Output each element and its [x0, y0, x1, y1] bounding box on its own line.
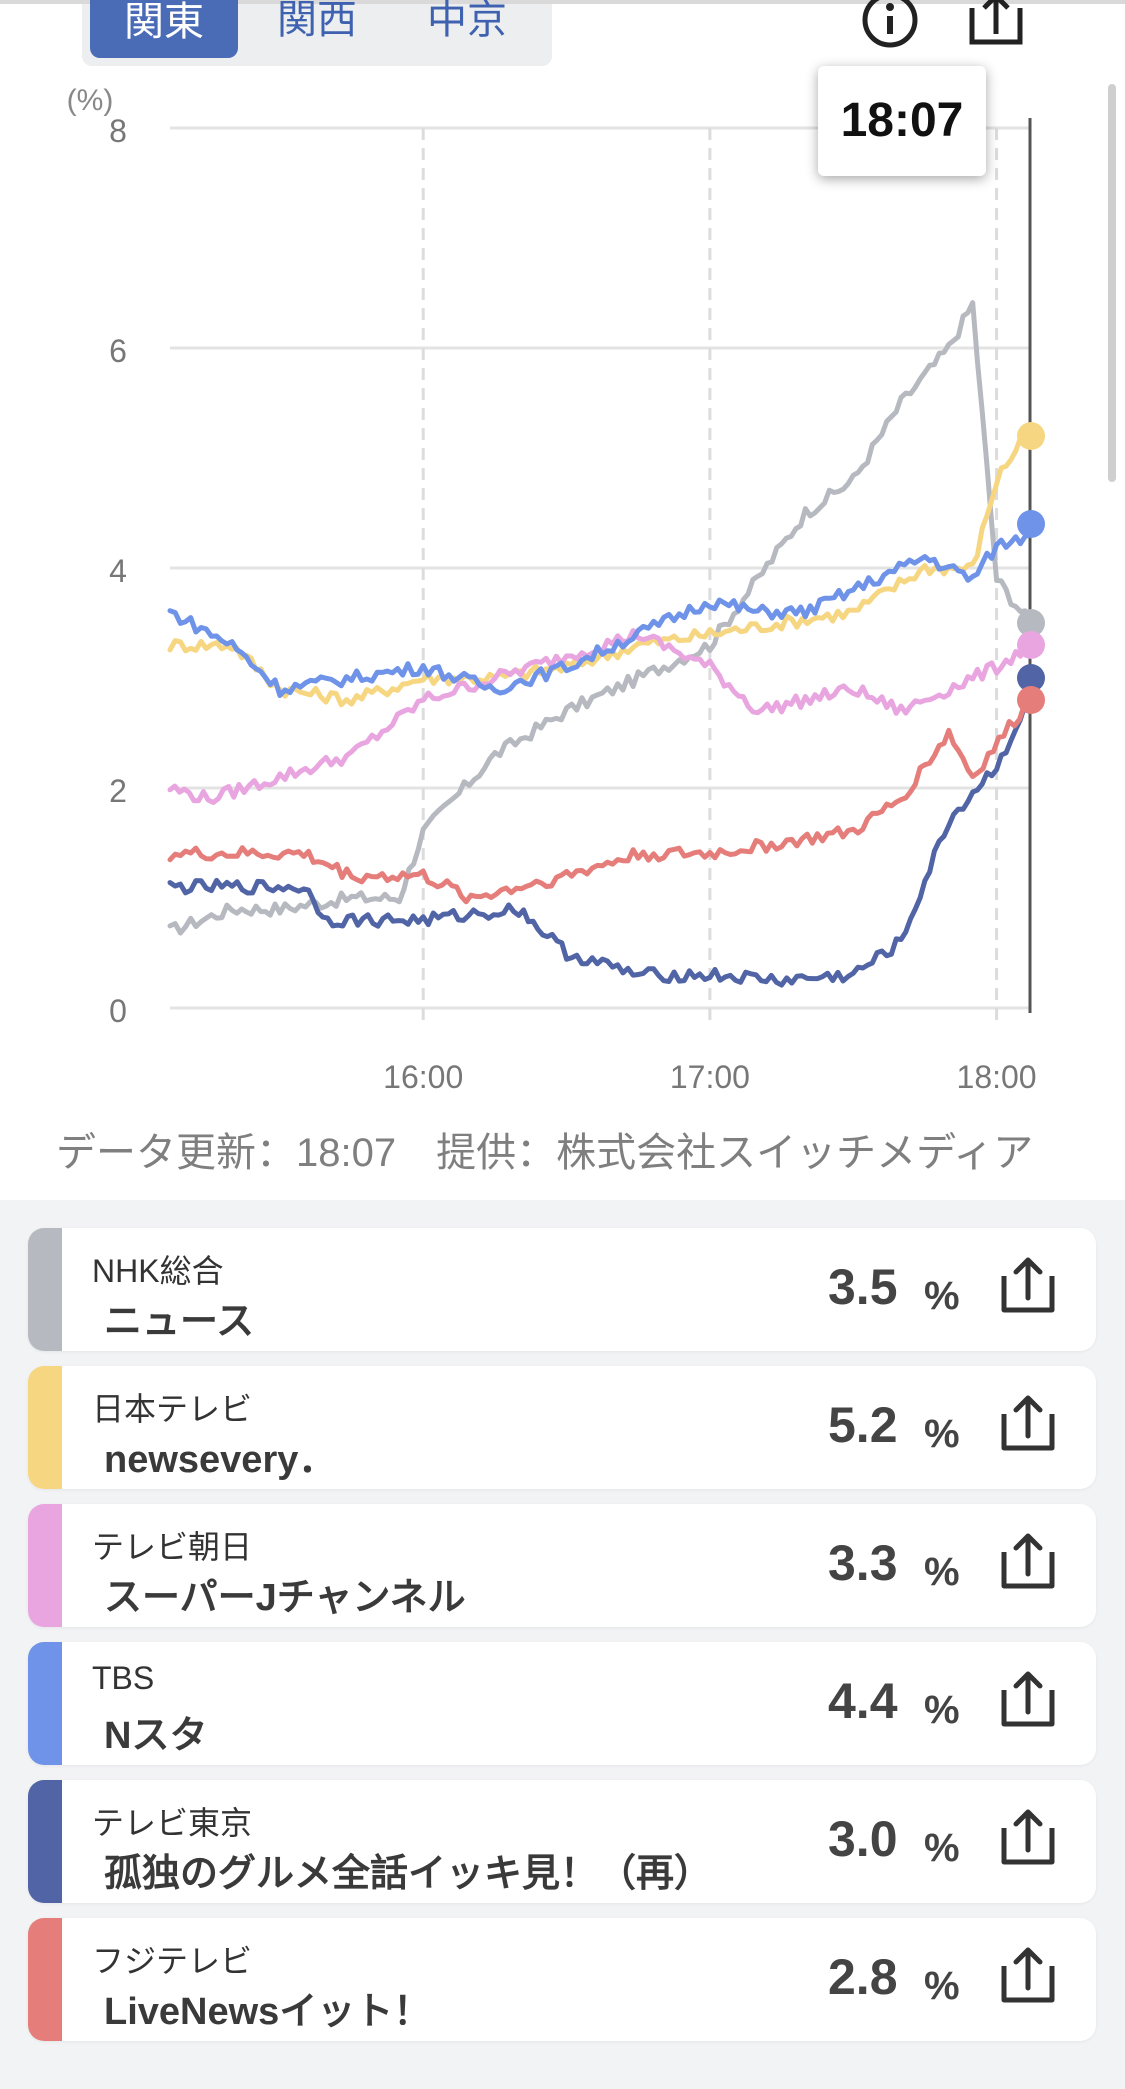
program-title: ニュース	[104, 1301, 255, 1343]
share-icon[interactable]	[996, 1806, 1060, 1870]
series-line-4	[167, 697, 1033, 988]
series-end-marker-3	[1017, 510, 1045, 538]
y-tick-label: 2	[109, 773, 127, 809]
series-line-0	[167, 300, 1033, 936]
series-line-5	[167, 697, 1033, 905]
channel-name: 日本テレビ	[92, 1391, 253, 1427]
rating-card[interactable]: フジテレビ LiveNewsイット！ 2.8%	[28, 1918, 1096, 2041]
top-divider	[0, 0, 1125, 4]
series-end-marker-2	[1017, 631, 1045, 659]
ratings-panel: NHK総合 ニュース 3.5% 日本テレビ newsevery． 5.2% テレビ朝日 スーパ…	[0, 1200, 1125, 2089]
tab-kanto[interactable]: 関東	[90, 0, 238, 58]
series-end-marker-0	[1017, 609, 1045, 637]
channel-color-bar	[28, 1228, 62, 1351]
rating-card[interactable]: 日本テレビ newsevery． 5.2%	[28, 1366, 1096, 1489]
rating-unit: %	[924, 1274, 960, 1318]
program-title: LiveNewsイット！	[104, 1991, 432, 2033]
channel-color-bar	[28, 1366, 62, 1489]
rating-card[interactable]: TBS Nスタ 4.4%	[28, 1642, 1096, 1765]
y-tick-label: 6	[109, 333, 127, 369]
channel-name: テレビ朝日	[92, 1529, 253, 1565]
rating-value: 2.8	[828, 1949, 898, 2005]
rating-card[interactable]: テレビ朝日スーパーJチャンネル 3.3%	[28, 1504, 1096, 1627]
rating-card[interactable]: NHK総合ニュース 3.5%	[28, 1228, 1096, 1351]
rating-value: 4.4	[828, 1673, 898, 1729]
rating-value: 3.3	[828, 1535, 898, 1591]
info-icon[interactable]	[858, 0, 922, 48]
source-line: データ更新：18:07 提供：株式会社スイッチメディア	[56, 1131, 1034, 1175]
share-icon[interactable]	[996, 1668, 1060, 1732]
rating-chart: 0 2 4 6 8(%) 16:00 17:00 18:00	[67, 84, 1045, 1095]
series-line-3	[167, 532, 1033, 698]
tab-kansai[interactable]: 関西	[277, 0, 357, 43]
channel-color-bar	[28, 1780, 62, 1903]
y-tick-label: 4	[109, 553, 127, 589]
channel-name: NHK総合	[92, 1253, 224, 1289]
y-axis-label: (%)	[67, 84, 114, 117]
series-end-marker-4	[1017, 664, 1045, 692]
rating-unit: %	[924, 1412, 960, 1456]
scrollbar[interactable]	[1108, 84, 1116, 482]
x-tick-label: 16:00	[383, 1059, 463, 1095]
channel-color-bar	[28, 1642, 62, 1765]
series-line-2	[167, 628, 1033, 805]
program-title: Nスタ	[104, 1715, 208, 1757]
channel-color-bar	[28, 1918, 62, 2041]
y-tick-label: 8	[109, 113, 127, 149]
series-end-marker-5	[1017, 686, 1045, 714]
rating-unit: %	[924, 1964, 960, 2008]
rating-value: 3.5	[828, 1259, 898, 1315]
series-end-marker-1	[1017, 422, 1045, 450]
y-tick-label: 0	[109, 993, 127, 1029]
rating-unit: %	[924, 1826, 960, 1870]
rating-card[interactable]: テレビ東京孤独のグルメ全話イッキ見！（再） 3.0%	[28, 1780, 1096, 1903]
x-tick-label: 17:00	[670, 1059, 750, 1095]
share-icon[interactable]	[996, 1392, 1060, 1456]
tab-chukyo[interactable]: 中京	[427, 0, 507, 43]
program-title: newsevery．	[104, 1439, 337, 1481]
rating-unit: %	[924, 1688, 960, 1732]
rating-value: 5.2	[828, 1397, 898, 1453]
program-title: 孤独のグルメ全話イッキ見！（再）	[104, 1853, 713, 1895]
region-tabs: 関東 関西 中京	[82, 0, 552, 66]
channel-name: TBS	[92, 1660, 155, 1696]
channel-name: フジテレビ	[92, 1943, 253, 1979]
share-icon[interactable]	[964, 0, 1028, 48]
share-icon[interactable]	[996, 1944, 1060, 2008]
rating-value: 3.0	[828, 1811, 898, 1867]
x-tick-label: 18:00	[957, 1059, 1037, 1095]
share-icon[interactable]	[996, 1530, 1060, 1594]
share-icon[interactable]	[996, 1254, 1060, 1318]
rating-unit: %	[924, 1550, 960, 1594]
channel-name: テレビ東京	[92, 1805, 253, 1841]
channel-color-bar	[28, 1504, 62, 1627]
time-tooltip: 18:07	[818, 66, 986, 176]
program-title: スーパーJチャンネル	[104, 1577, 466, 1619]
